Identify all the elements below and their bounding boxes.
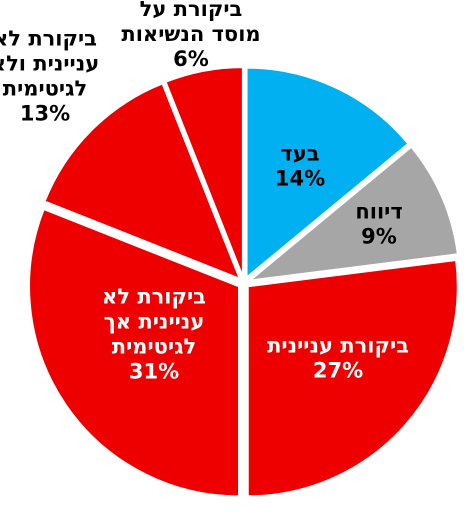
slice-category-label: לגיטימית <box>3 77 87 101</box>
slice-label: ביקורת על מוסד הנשיאות 6% <box>121 0 260 71</box>
slice-label: ביקורת לא עניינית ולא לגיטימית 13% <box>0 27 99 126</box>
slice-category-label: ביקורת על <box>140 0 243 21</box>
slice-percent-label: 31% <box>129 360 179 384</box>
pie-slice <box>28 207 241 498</box>
slice-category-label: בעד <box>280 142 319 166</box>
slice-category-label: עניינית ולא <box>0 52 99 76</box>
slice-category-label: דיווח <box>355 200 402 224</box>
slice-label: בעד 14% <box>275 142 325 191</box>
slice-category-label: ביקורת לא <box>102 285 206 309</box>
slice-percent-label: 6% <box>173 47 209 71</box>
pie-slice <box>246 258 459 498</box>
pie-labels: בעד 14%דיווח 9%ביקורת עניינית 27%ביקורת לא ע… <box>0 0 409 384</box>
slice-category-label: עניינית אך <box>104 310 205 334</box>
slice-category-label: ביקורת עניינית <box>267 334 409 358</box>
slice-percent-label: 13% <box>20 102 70 126</box>
slice-percent-label: 14% <box>275 167 325 191</box>
slice-label: ביקורת לא עניינית אך לגיטימית 31% <box>102 285 206 384</box>
slice-category-label: מוסד הנשיאות <box>121 22 260 46</box>
pie-slice <box>245 66 410 280</box>
pie-slice <box>164 66 244 278</box>
pie-slice <box>43 82 242 281</box>
pie-slices <box>28 66 459 498</box>
slice-label: דיווח 9% <box>355 200 402 249</box>
slice-category-label: ביקורת לא <box>0 27 97 51</box>
slice-percent-label: 9% <box>361 225 397 249</box>
slice-percent-label: 27% <box>313 359 363 383</box>
pie-slice <box>246 145 459 283</box>
slice-category-label: לגיטימית <box>112 335 196 359</box>
slice-label: ביקורת עניינית 27% <box>267 334 409 383</box>
